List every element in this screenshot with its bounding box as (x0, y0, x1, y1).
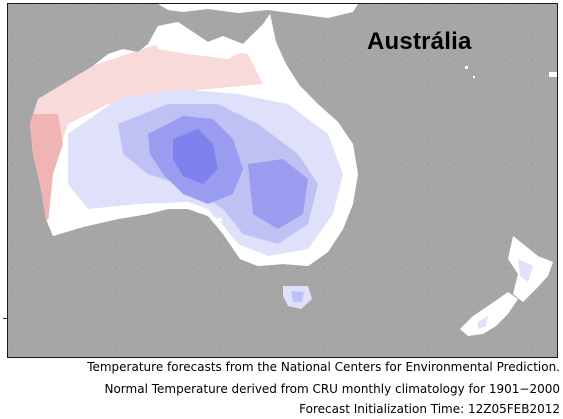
island (549, 72, 557, 77)
caption-climatology-line: Normal Temperature derived from CRU mont… (104, 382, 560, 396)
island (218, 218, 222, 221)
map-title: Austrália (367, 28, 472, 55)
papua-new-guinea-land (158, 4, 358, 18)
new-zealand-south-island (460, 292, 518, 336)
map-frame: Austrália (7, 3, 558, 358)
island (465, 66, 468, 69)
island (473, 76, 475, 78)
axis-tick (3, 318, 7, 319)
caption-init-time-line: Forecast Initialization Time: 12Z05FEB20… (299, 402, 560, 416)
caption-source-line: Temperature forecasts from the National … (87, 360, 560, 374)
temperature-anomaly-map (8, 4, 557, 357)
